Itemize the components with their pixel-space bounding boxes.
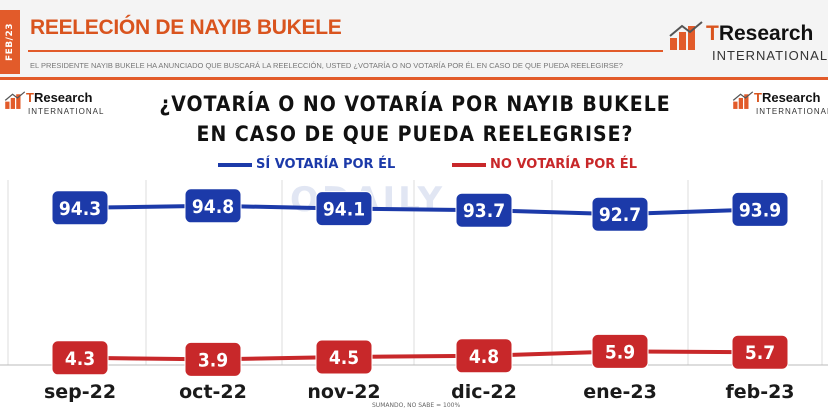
logo-mark-icon [732,91,754,109]
x-tick-label-sep-22: sep-22 [44,381,116,402]
data-label-no-nov-22: 4.5 [329,347,359,369]
survey-question: EL PRESIDENTE NAYIB BUKELE HA ANUNCIADO … [30,61,623,70]
data-point-no-feb-23 [731,334,789,370]
data-point-si-oct-22 [184,188,242,224]
date-tag: FEB/23 [0,10,20,74]
data-label-si-nov-22: 94.1 [323,199,365,221]
legend-no-swatch [452,162,486,167]
data-point-no-ene-23 [591,333,649,369]
legend-si-swatch [218,162,252,167]
chart-title-line-1: ¿VOTARÍA O NO VOTARÍA POR NAYIB BUKELE [159,92,671,116]
data-label-no-sep-22: 4.3 [65,348,95,370]
logo-mark-icon [669,21,703,50]
legend-si-label: SÍ VOTARÍA POR ÉL [256,157,396,172]
header-rule [28,50,663,52]
data-point-si-feb-23 [731,191,789,227]
tresearch-logo-header: TResearch INTERNATIONAL [668,20,828,68]
data-point-no-sep-22 [51,340,109,376]
logo-brand: TResearch [26,90,93,105]
data-label-no-ene-23: 5.9 [605,341,635,363]
data-point-no-oct-22 [184,341,242,377]
series-line-no [79,349,761,362]
data-label-si-sep-22: 94.3 [59,198,101,220]
data-point-si-sep-22 [51,190,109,226]
legend-no-label: NO VOTARÍA POR ÉL [490,157,637,172]
data-label-si-oct-22: 94.8 [192,196,234,218]
header-divider [0,77,828,80]
data-label-no-oct-22: 3.9 [198,349,228,371]
data-label-no-feb-23: 5.7 [745,342,775,364]
data-point-no-dic-22 [455,338,513,374]
header-title: REELECIÓN DE NAYIB BUKELE [30,16,342,39]
logo-subtitle: INTERNATIONAL [28,107,105,116]
tresearch-logo-left: TResearch INTERNATIONAL [4,90,104,124]
data-point-si-ene-23 [591,196,649,232]
data-label-no-dic-22: 4.8 [469,346,499,368]
logo-mark-icon [4,91,26,109]
logo-subtitle: INTERNATIONAL [756,107,828,116]
data-point-si-dic-22 [455,192,513,228]
data-label-si-ene-23: 92.7 [599,204,641,226]
line-chart: 94.3 94.8 94.1 93.7 92.7 93.9 4.3 3.9 4.5 4.8 5.9 5… [0,180,828,402]
x-tick-label-feb-23: feb-23 [725,381,794,402]
tresearch-logo-right: TResearch INTERNATIONAL [732,90,828,124]
legend-si-votaria: SÍ VOTARÍA POR ÉL [218,157,395,172]
series-line-si [79,203,761,217]
logo-brand: TResearch [706,22,814,45]
data-label-si-dic-22: 93.7 [463,200,505,222]
chart-title-line-2: EN CASO DE QUE PUEDA REELEGRISE? [196,122,634,146]
data-point-si-nov-22 [315,191,373,227]
footnote: SUMANDO, NO SABE = 100% [372,402,461,409]
data-point-no-nov-22 [315,339,373,375]
logo-brand: TResearch [754,90,821,105]
x-tick-label-oct-22: oct-22 [179,381,247,402]
data-label-si-feb-23: 93.9 [739,199,781,221]
x-tick-label-dic-22: dic-22 [451,381,517,402]
x-tick-label-nov-22: nov-22 [307,381,380,402]
legend-no-votaria: NO VOTARÍA POR ÉL [452,157,637,172]
x-tick-label-ene-23: ene-23 [583,381,657,402]
logo-subtitle: INTERNATIONAL [712,48,828,63]
